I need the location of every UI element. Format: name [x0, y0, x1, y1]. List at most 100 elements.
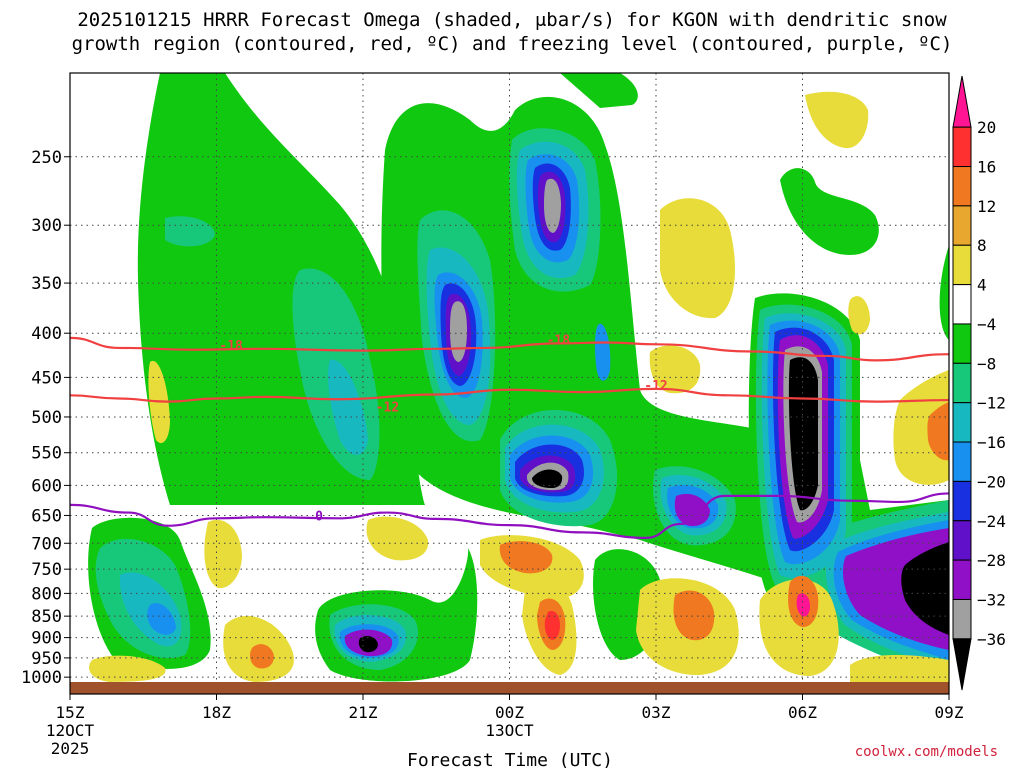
x-tick-label-18Z: 18Z — [202, 703, 231, 722]
omega-region-yellow-mid — [649, 345, 701, 394]
omega-region-orange-far-e — [927, 402, 949, 461]
chart-title-line1: 2025101215 HRRR Forecast Omega (shaded, … — [77, 9, 947, 31]
y-tick-label-700: 700 — [31, 534, 62, 554]
omega-region-blue-streak — [594, 323, 611, 381]
x-tick-year-15Z: 2025 — [51, 739, 90, 758]
y-tick-label-650: 650 — [31, 506, 62, 526]
omega-region-orange-c2 — [499, 541, 553, 574]
colorbar-band-13 — [952, 598, 972, 640]
colorbar-label-10: −24 — [977, 512, 1006, 531]
colorbar-label-13: −36 — [977, 630, 1006, 649]
terrain-ground — [70, 682, 949, 694]
colorbar-label-6: −8 — [977, 354, 996, 373]
omega-region-yellow-wlow — [204, 519, 242, 589]
contour-line--12 — [69, 387, 950, 403]
omega-region-pink-low-e — [796, 593, 810, 617]
colorbar-band-12 — [952, 559, 972, 600]
y-tick-label-800: 800 — [31, 584, 62, 604]
colorbar-bottom-arrow — [952, 638, 972, 691]
colorbar-band-1 — [952, 126, 972, 168]
colorbar-label-5: −4 — [977, 315, 996, 334]
omega-region-green-eastedge — [939, 245, 949, 340]
x-tick-label-03Z: 03Z — [642, 703, 671, 722]
omega-region-yellow-ne — [660, 198, 735, 319]
omega-region-teal-nw — [165, 216, 215, 247]
omega-region-black-lowcenter — [358, 636, 378, 653]
y-tick-label-750: 750 — [31, 560, 62, 580]
x-axis-label: Forecast Time (UTC) — [407, 750, 613, 768]
x-tick-date-00Z: 13OCT — [485, 721, 534, 740]
omega-region-orange-low-c — [673, 590, 715, 641]
omega-region-blue-sw — [147, 603, 176, 635]
omega-region-yellow-c1 — [366, 516, 429, 561]
omega-region-red-c3 — [544, 610, 560, 640]
contour-label--18-0: -18 — [219, 339, 243, 354]
temperature-contours: -18 -18 -12 -12 0 — [69, 334, 950, 539]
y-tick-label-450: 450 — [31, 368, 62, 388]
colorbar-band-7 — [952, 362, 972, 404]
colorbar-band-5 — [952, 284, 972, 325]
omega-region-black-mid — [532, 469, 563, 488]
colorbar-label-3: 8 — [977, 236, 987, 255]
y-tick-label-1000: 1000 — [21, 668, 62, 688]
chart-title-line2: growth region (contoured, red, ºC) and f… — [71, 33, 953, 55]
contour-label--18-1: -18 — [547, 334, 571, 349]
colorbar-label-7: −12 — [977, 394, 1006, 413]
colorbar-band-10 — [952, 480, 972, 522]
omega-region-green-top — [560, 73, 638, 108]
y-tick-label-300: 300 — [31, 216, 62, 236]
omega-region-yellow-base-e — [850, 655, 949, 682]
colorbar-band-9 — [952, 441, 972, 482]
colorbar-label-12: −32 — [977, 590, 1006, 609]
contour-label--12-1: -12 — [644, 379, 667, 394]
omega-region-orange-low-w — [250, 644, 274, 669]
x-tick-label-15Z: 15Z — [56, 703, 85, 722]
colorbar-label-9: −20 — [977, 472, 1006, 491]
colorbar-band-3 — [952, 205, 972, 246]
omega-region-yellow-low-e — [759, 579, 839, 676]
colorbar-band-8 — [952, 402, 972, 443]
colorbar-top-arrow — [952, 75, 972, 128]
colorbar-band-6 — [952, 323, 972, 364]
contour-label--12-0: -12 — [376, 400, 399, 415]
omega-region-yellow-e2 — [848, 296, 870, 335]
colorbar-label-8: −16 — [977, 433, 1006, 452]
y-tick-label-400: 400 — [31, 324, 62, 344]
contour-line--18 — [69, 336, 950, 362]
colorbar-label-11: −28 — [977, 551, 1006, 570]
omega-region-yellow-low-ww — [89, 655, 166, 682]
omega-shading — [88, 73, 949, 682]
omega-colorbar: 20 16 12 8 4 −4 −8 −12 −16 −20 −24 −28 −32 −36 — [952, 75, 1006, 691]
omega-region-purple-mid2 — [674, 493, 710, 527]
colorbar-label-2: 12 — [977, 197, 996, 216]
y-tick-label-850: 850 — [31, 607, 62, 627]
y-tick-label-550: 550 — [31, 444, 62, 464]
omega-region-yellow-far-e — [893, 370, 949, 485]
omega-region-green-ne — [780, 168, 879, 255]
omega-region-gray-center — [450, 301, 467, 362]
omega-region-cyan-west — [328, 359, 368, 455]
y-tick-label-250: 250 — [31, 148, 62, 168]
omega-region-gray-top — [544, 178, 561, 233]
omega-region-black-east — [788, 357, 818, 511]
grid-lines — [70, 73, 949, 682]
x-tick-label-00Z: 00Z — [495, 703, 524, 722]
x-tick-label-06Z: 06Z — [788, 703, 817, 722]
colorbar-label-0: 20 — [977, 118, 996, 137]
colorbar-band-2 — [952, 166, 972, 207]
y-tick-label-350: 350 — [31, 274, 62, 294]
contour-label-0-0: 0 — [315, 509, 323, 524]
omega-region-yellow-top-e — [805, 91, 869, 149]
colorbar-band-11 — [952, 520, 972, 561]
source-credit[interactable]: coolwx.com/models — [854, 744, 998, 760]
x-tick-label-09Z: 09Z — [935, 703, 964, 722]
x-tick-date-15Z: 12OCT — [46, 721, 95, 740]
x-tick-label-21Z: 21Z — [349, 703, 378, 722]
y-tick-label-900: 900 — [31, 629, 62, 649]
contour-line-0 — [69, 492, 950, 539]
colorbar-label-1: 16 — [977, 158, 996, 177]
colorbar-band-4 — [952, 244, 972, 286]
colorbar-label-4: 4 — [977, 276, 987, 295]
